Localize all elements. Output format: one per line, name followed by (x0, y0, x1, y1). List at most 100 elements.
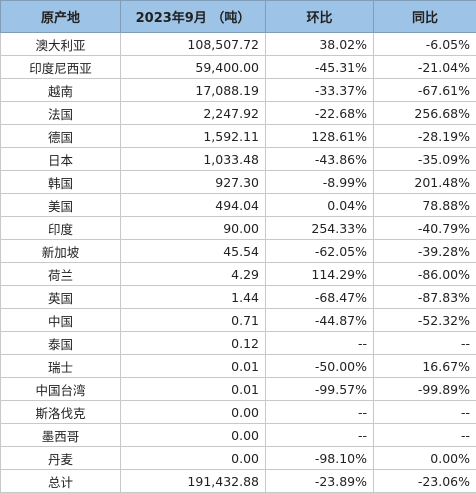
cell-origin: 总计 (1, 470, 121, 493)
cell-yoy: -40.79% (374, 217, 476, 240)
cell-volume: 59,400.00 (121, 56, 266, 79)
header-yoy: 同比 (374, 1, 476, 33)
cell-yoy: 16.67% (374, 355, 476, 378)
cell-yoy: -6.05% (374, 33, 476, 56)
cell-volume: 0.12 (121, 332, 266, 355)
header-origin: 原产地 (1, 1, 121, 33)
cell-volume: 0.01 (121, 355, 266, 378)
header-mom: 环比 (266, 1, 374, 33)
cell-origin: 中国台湾 (1, 378, 121, 401)
cell-origin: 瑞士 (1, 355, 121, 378)
cell-volume: 191,432.88 (121, 470, 266, 493)
cell-origin: 荷兰 (1, 263, 121, 286)
header-row: 原产地 2023年9月 （吨） 环比 同比 (1, 1, 476, 33)
cell-origin: 法国 (1, 102, 121, 125)
cell-yoy: 201.48% (374, 171, 476, 194)
cell-volume: 1,033.48 (121, 148, 266, 171)
cell-mom: -44.87% (266, 309, 374, 332)
cell-origin: 泰国 (1, 332, 121, 355)
cell-mom: 254.33% (266, 217, 374, 240)
cell-mom: -23.89% (266, 470, 374, 493)
cell-yoy: -- (374, 401, 476, 424)
cell-origin: 澳大利亚 (1, 33, 121, 56)
cell-mom: -33.37% (266, 79, 374, 102)
cell-origin: 丹麦 (1, 447, 121, 470)
cell-volume: 1.44 (121, 286, 266, 309)
cell-volume: 90.00 (121, 217, 266, 240)
cell-mom: -43.86% (266, 148, 374, 171)
cell-yoy: -35.09% (374, 148, 476, 171)
cell-volume: 494.04 (121, 194, 266, 217)
cell-origin: 美国 (1, 194, 121, 217)
cell-volume: 108,507.72 (121, 33, 266, 56)
cell-volume: 45.54 (121, 240, 266, 263)
cell-volume: 0.71 (121, 309, 266, 332)
cell-volume: 1,592.11 (121, 125, 266, 148)
cell-origin: 越南 (1, 79, 121, 102)
cell-yoy: -28.19% (374, 125, 476, 148)
cell-yoy: 0.00% (374, 447, 476, 470)
cell-volume: 17,088.19 (121, 79, 266, 102)
cell-mom: -22.68% (266, 102, 374, 125)
cell-mom: 38.02% (266, 33, 374, 56)
cell-mom: -98.10% (266, 447, 374, 470)
cell-yoy: 256.68% (374, 102, 476, 125)
cell-mom: 128.61% (266, 125, 374, 148)
cell-yoy: -99.89% (374, 378, 476, 401)
cell-yoy: -23.06% (374, 470, 476, 493)
cell-origin: 德国 (1, 125, 121, 148)
cell-mom: -45.31% (266, 56, 374, 79)
cell-yoy: -21.04% (374, 56, 476, 79)
cell-origin: 墨西哥 (1, 424, 121, 447)
cell-origin: 斯洛伐克 (1, 401, 121, 424)
cell-mom: 114.29% (266, 263, 374, 286)
cell-yoy: 78.88% (374, 194, 476, 217)
cell-yoy: -87.83% (374, 286, 476, 309)
cell-origin: 韩国 (1, 171, 121, 194)
cell-yoy: -52.32% (374, 309, 476, 332)
cell-volume: 0.00 (121, 401, 266, 424)
cell-volume: 0.00 (121, 424, 266, 447)
cell-mom: -8.99% (266, 171, 374, 194)
cell-volume: 927.30 (121, 171, 266, 194)
header-volume: 2023年9月 （吨） (121, 1, 266, 33)
cell-volume: 2,247.92 (121, 102, 266, 125)
cell-origin: 新加坡 (1, 240, 121, 263)
cell-mom: -50.00% (266, 355, 374, 378)
cell-yoy: -86.00% (374, 263, 476, 286)
cell-mom: -- (266, 401, 374, 424)
cell-yoy: -67.61% (374, 79, 476, 102)
cell-yoy: -- (374, 424, 476, 447)
cell-mom: -68.47% (266, 286, 374, 309)
cell-origin: 日本 (1, 148, 121, 171)
cell-mom: -62.05% (266, 240, 374, 263)
cell-volume: 0.01 (121, 378, 266, 401)
cell-yoy: -- (374, 332, 476, 355)
cell-volume: 4.29 (121, 263, 266, 286)
cell-origin: 中国 (1, 309, 121, 332)
cell-yoy: -39.28% (374, 240, 476, 263)
cell-origin: 印度尼西亚 (1, 56, 121, 79)
cell-mom: -- (266, 424, 374, 447)
